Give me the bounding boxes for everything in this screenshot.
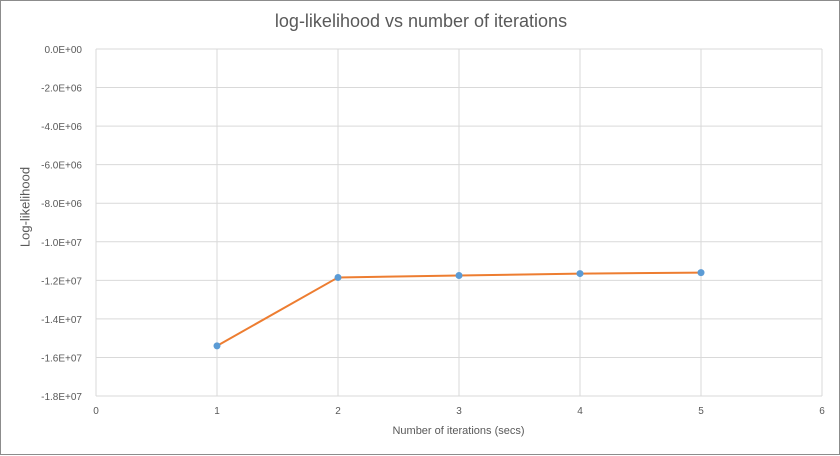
x-tick-label: 3 — [456, 406, 462, 417]
y-tick-label: -4.0E+06 — [41, 122, 82, 133]
data-point — [697, 269, 705, 277]
x-tick-label: 0 — [93, 406, 99, 417]
x-tick-label: 4 — [577, 406, 583, 417]
chart-title: log-likelihood vs number of iterations — [274, 11, 568, 31]
y-tick-label: -1.2E+07 — [41, 276, 82, 287]
data-point — [334, 273, 342, 281]
y-tick-label: -1.0E+07 — [41, 238, 82, 249]
x-tick-label: 1 — [214, 406, 220, 417]
y-tick-label: -1.4E+07 — [41, 315, 82, 326]
y-tick-label: -8.0E+06 — [41, 199, 82, 210]
data-point — [213, 342, 221, 350]
x-axis-title: Number of iterations (secs) — [392, 425, 525, 437]
y-tick-label: -6.0E+06 — [41, 161, 82, 172]
x-tick-label: 5 — [698, 406, 704, 417]
y-tick-label: 0.0E+00 — [44, 45, 82, 56]
y-tick-label: -1.8E+07 — [41, 392, 82, 403]
data-point — [576, 270, 584, 278]
y-tick-label: -1.6E+07 — [41, 353, 82, 364]
x-tick-label: 6 — [819, 406, 825, 417]
y-tick-label: -2.0E+06 — [41, 84, 82, 95]
x-tick-label: 2 — [335, 406, 341, 417]
data-point — [455, 272, 463, 280]
